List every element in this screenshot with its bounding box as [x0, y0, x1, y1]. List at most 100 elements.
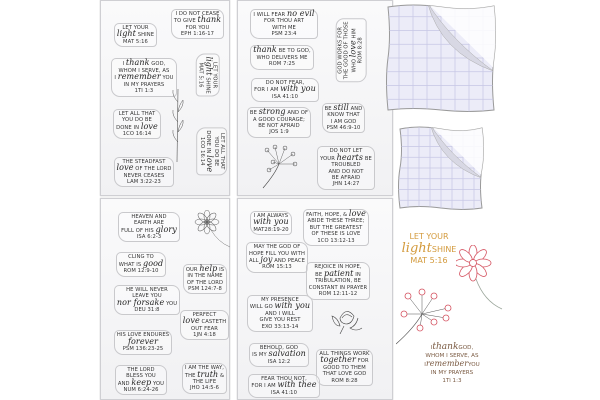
stamp-line: I remember YOU: [114, 73, 174, 82]
stamp-words: HE WILL NEVER: [126, 286, 168, 293]
stamp-line: WILL GO with you: [250, 302, 310, 311]
stamp-line: ROM 15:13: [249, 264, 305, 270]
stamp-line: REJOICE IN HOPE,: [309, 264, 367, 270]
stamp-line: DEU 31:8: [117, 307, 177, 313]
stamp-line: 1JN 4:18: [183, 332, 226, 338]
stamp-line: LET YOUR: [117, 25, 154, 31]
print-line: I: [430, 345, 433, 351]
stamp-words: FOR THOU ART: [263, 18, 305, 25]
stamp-words: AND: [117, 380, 130, 387]
stamp-line: PSM 46:9-10: [325, 125, 363, 131]
stamp-line: together FOR: [319, 356, 369, 365]
stamp-words: AND I WILL: [265, 310, 295, 317]
stamp-words: ALL: [248, 258, 259, 264]
stamp-line: PSM 23:4: [253, 31, 314, 37]
print-line: I: [424, 362, 426, 368]
stamp-line: MAT28:19-20: [253, 227, 289, 233]
stamp-words: IN: [355, 271, 361, 278]
stamp-words: MAY THE GOD OF: [253, 244, 301, 251]
clear-stamp: LET YOUR light SHINE MAT 5:16: [191, 48, 225, 102]
stamp-line: DO NOT FEAR,: [254, 80, 316, 86]
stamp-words: YOU: [162, 75, 174, 82]
stamp-line: FEAR THOU NOT,: [251, 376, 316, 382]
clear-stamp: I AM ALWAYS with you MAT28:19-20: [246, 210, 296, 236]
clear-stamp: OUR help IS IN THE NAME OF THE LORD PSM 124…: [179, 262, 231, 296]
stamp-text: BE strong AND OF A GOOD COURAGE; BE NOT AF…: [246, 107, 312, 138]
stamp-line: CONSTANT IN PRAYER: [309, 285, 367, 291]
stamp-line: AND DO NOT: [320, 169, 372, 175]
stamp-text: HEAVEN AND EARTH ARE FULL OF HIS glory ISA …: [118, 211, 180, 243]
stamp-line: I AM GOD: [325, 119, 363, 125]
stamp-words: FOR I AM: [251, 383, 276, 390]
stamp-words: PSM 124:7-8: [188, 285, 222, 292]
stamp-words: BEHOLD, GOD: [259, 344, 299, 351]
stamp-line: light SHINE: [204, 56, 214, 93]
stamp-line: BEHOLD, GOD: [252, 345, 306, 351]
clear-stamp: DO NOT FEAR, FOR I AM with you ISA 41:10: [244, 76, 326, 104]
stamp-words: THE STEADFAST: [122, 158, 166, 165]
stamp-words: DONE IN: [116, 124, 140, 131]
stamp-line: 1CO 16:14: [116, 131, 158, 137]
stamp-line: 1CO 16:14: [199, 131, 205, 173]
stamp-words: EPH 1:16-17: [180, 30, 215, 37]
stamp-words: DO NOT FEAR,: [265, 79, 305, 86]
stamp-words: BE: [364, 155, 372, 162]
stamp-line: IS MY salvation: [252, 350, 306, 359]
stamp-words: ALL THINGS WORK: [319, 350, 370, 357]
stamp-words: THE: [184, 372, 196, 379]
print-line: YOU: [468, 362, 480, 368]
stamp-line: PERFECT: [183, 312, 226, 318]
stamp-words: PSM 136:23-25: [122, 346, 164, 353]
stamp-line: BE still AND: [325, 103, 363, 112]
stamp-words: WHO DELIVERS ME: [256, 54, 308, 61]
stamp-line: EXO 33:13-14: [250, 324, 310, 330]
stamp-text: I DO NOT CEASE TO GIVE thank FOR YOU EPH 1:…: [170, 8, 225, 40]
script-word: love: [348, 208, 366, 218]
stamp-words: YOUR: [320, 155, 335, 162]
stamp-line: DONE IN love: [116, 122, 158, 131]
stamp-line: MAT 5:16: [117, 39, 154, 45]
stamp-text: I thank GOD, WHOM I SERVE, AS I remember Y…: [111, 58, 177, 97]
stamp-words: TROUBLED: [331, 162, 361, 169]
clear-stamp: BEHOLD, GOD IS MY salvation ISA 12:2: [244, 342, 314, 368]
script-word: light: [116, 29, 136, 39]
stamp-line: IN THE NAME: [186, 273, 224, 279]
stamp-line: CLING TO: [119, 254, 164, 260]
stamp-line: OUR help IS: [186, 264, 224, 273]
stamp-words: YOU: [166, 300, 178, 307]
stamp-text: DO NOT FEAR, FOR I AM with you ISA 41:10: [251, 77, 319, 103]
stamp-line: ABIDE THESE THREE;: [306, 218, 366, 224]
stamp-words: I: [122, 61, 125, 68]
stamp-words: BE: [249, 110, 257, 117]
script-word: glory: [155, 224, 177, 234]
clear-stamp: LET YOUR light SHINE MAT 5:16: [108, 21, 163, 49]
stamp-words: IN THE NAME: [187, 273, 223, 280]
stamp-line: FOR I AM with thee: [251, 381, 316, 390]
stamp-words: FULL OF HIS: [121, 227, 154, 234]
clear-stamp: I WILL FEAR no evil FOR THOU ART WITH ME PS…: [244, 8, 324, 40]
script-word: patient: [323, 268, 354, 278]
stamp-words: LEAVE YOU: [132, 293, 162, 300]
stamp-words: ISA 41:10: [272, 93, 298, 100]
stamp-line: THE truth &: [184, 370, 224, 379]
stamp-words: YOU: [153, 380, 165, 387]
stamp-words: BUT THE GREATEST: [309, 224, 363, 231]
print-line: SHINE: [431, 245, 457, 254]
stamp-words: ROM 7:25: [268, 61, 296, 68]
stamp-text: DO NOT LET YOUR hearts BE TROUBLED AND DO N…: [317, 146, 375, 190]
stamp-words: 1CO 13:12-13: [317, 237, 355, 244]
stamp-line: AND I WILL: [250, 311, 310, 317]
print-script-word: remember: [425, 359, 469, 368]
clear-stamp: FAITH, HOPE, & love ABIDE THESE THREE; BUT…: [301, 208, 371, 247]
script-word: forever: [127, 336, 159, 346]
stamp-line: MAY THE GOD OF: [249, 244, 305, 250]
stamp-line: with you: [253, 218, 289, 226]
dandelion-icon: [261, 144, 299, 193]
stamp-words: LET ALL THAT: [219, 133, 226, 170]
stamp-text: BE still AND KNOW THAT I AM GOD PSM 46:9-10: [321, 102, 366, 134]
stamp-words: I AM THE WAY,: [185, 365, 224, 372]
stamp-text: BEHOLD, GOD IS MY salvation ISA 12:2: [249, 342, 309, 368]
stamp-line: 1CO 13:12-13: [306, 238, 366, 244]
stamp-line: BE AFRAID: [320, 175, 372, 181]
stamp-words: NUM 6:24-26: [123, 386, 159, 393]
